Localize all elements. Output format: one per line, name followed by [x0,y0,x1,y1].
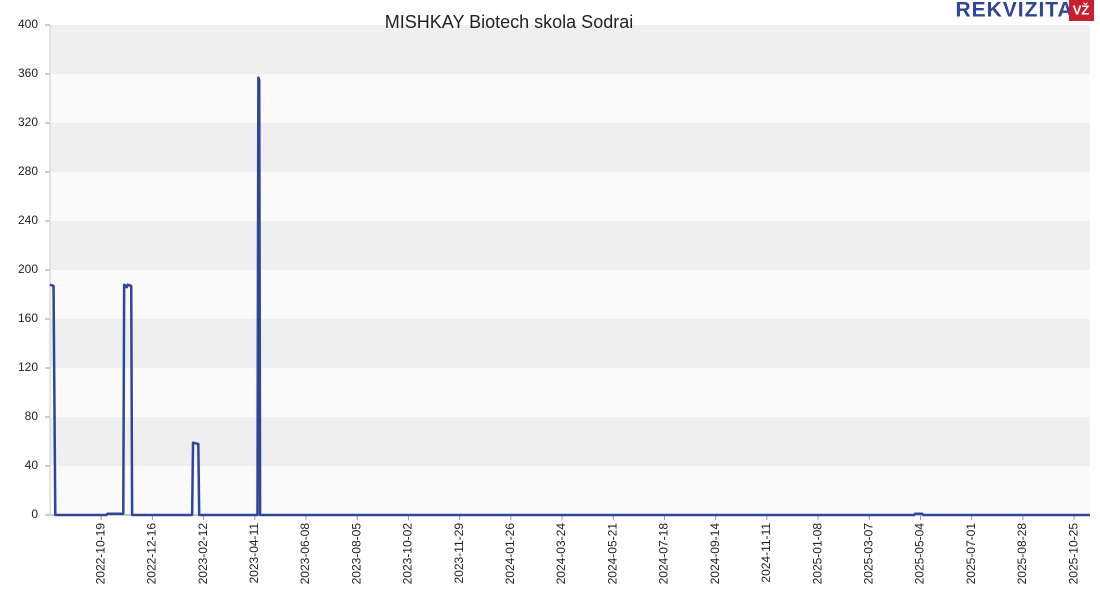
grid-band [50,319,1090,368]
y-tick-label: 400 [18,17,38,31]
chart-title: MISHKAY Biotech skola Sodrai [385,12,633,32]
x-tick-label: 2023-11-29 [452,523,466,584]
x-tick-label: 2024-01-26 [503,523,517,585]
y-tick-label: 120 [18,360,38,374]
x-tick-label: 2023-02-12 [196,523,210,585]
logo-text: REKVIZITAI [955,0,1080,22]
x-tick-label: 2025-05-04 [913,523,927,585]
x-tick-label: 2023-10-02 [401,523,415,585]
y-tick-label: 80 [25,409,39,423]
x-tick-label: 2025-08-28 [1015,523,1029,585]
x-tick-label: 2023-06-08 [298,523,312,585]
grid-band [50,221,1090,270]
y-tick-label: 320 [18,115,38,129]
x-tick-label: 2024-09-14 [708,523,722,585]
line [49,76,1090,517]
x-tick-label: 2023-08-05 [349,523,363,585]
x-tick-label: 2025-01-08 [810,523,824,585]
y-tick-label: 280 [18,164,38,178]
x-tick-label: 2025-10-25 [1066,523,1080,585]
x-tick-label: 2022-10-19 [93,523,107,585]
grid-band [50,123,1090,172]
grid-band [50,417,1090,466]
x-tick-label: 2024-05-21 [605,523,619,585]
x-tick-label: 2024-11-11 [759,523,773,583]
y-tick-label: 240 [18,213,38,227]
x-tick-label: 2023-04-11 [247,523,261,584]
y-tick-label: 200 [18,262,38,276]
x-tick-label: 2025-03-07 [861,523,875,585]
logo-badge: VŽ [1073,2,1090,17]
y-tick-label: 0 [31,507,38,521]
x-tick-label: 2022-12-16 [145,523,159,585]
x-tick-label: 2024-03-24 [554,523,568,585]
x-tick-label: 2024-07-18 [657,523,671,585]
x-tick-label: 2025-07-01 [964,523,978,585]
y-tick-label: 160 [18,311,38,325]
y-tick-label: 40 [25,458,39,472]
grid-band [50,25,1090,74]
y-tick-label: 360 [18,66,38,80]
logo-badge-bg [1069,0,1094,21]
